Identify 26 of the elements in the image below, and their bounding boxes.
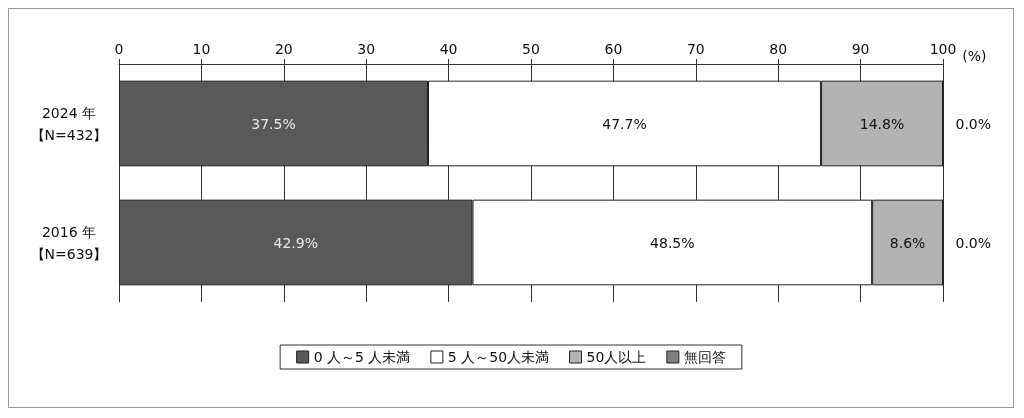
data-label: 48.5%: [650, 234, 695, 251]
data-label: 0.0%: [955, 115, 992, 132]
legend-label: 無回答: [683, 349, 726, 365]
legend-label: 0 人～5 人未満: [313, 349, 411, 365]
x-tick-label: 100: [929, 41, 957, 57]
data-label: 0.0%: [955, 234, 992, 251]
legend-label: 5 人～50人未満: [447, 349, 550, 365]
y-tick-label: 2016 年【N=639】: [30, 223, 108, 262]
x-tick-label: 50: [522, 41, 540, 57]
legend-label: 50人以上: [586, 349, 647, 365]
x-tick-label: 10: [192, 41, 211, 57]
x-tick-label: 30: [357, 41, 376, 57]
x-tick-label: 40: [439, 41, 458, 57]
data-label: 47.7%: [602, 115, 647, 132]
x-tick-label: 70: [686, 41, 705, 57]
x-tick-label: 0: [114, 41, 124, 57]
x-tick-label: 60: [604, 41, 623, 57]
data-label: 14.8%: [859, 115, 905, 132]
x-tick-label: 20: [274, 41, 293, 57]
data-label: 42.9%: [273, 234, 318, 251]
data-label: 8.6%: [889, 234, 926, 251]
x-tick-label: 80: [769, 41, 788, 57]
x-tick-label: 90: [851, 41, 870, 57]
data-label: 37.5%: [251, 115, 296, 132]
x-axis-title: (%): [962, 48, 987, 64]
y-tick-label: 2024 年【N=432】: [30, 104, 108, 143]
